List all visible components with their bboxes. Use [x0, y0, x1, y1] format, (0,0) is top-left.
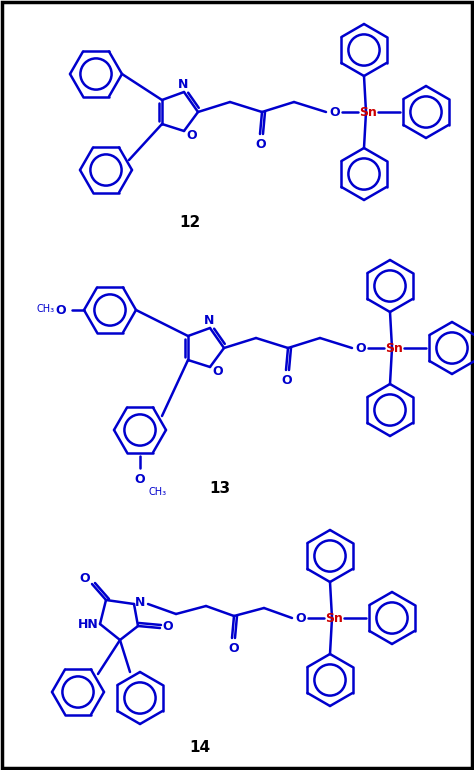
Text: O: O: [80, 571, 91, 584]
Text: O: O: [187, 129, 197, 142]
Text: CH₃: CH₃: [149, 487, 167, 497]
Text: Sn: Sn: [325, 611, 343, 624]
Text: O: O: [213, 364, 223, 377]
Text: Sn: Sn: [359, 105, 377, 119]
Text: N: N: [135, 597, 145, 610]
Text: N: N: [204, 313, 214, 326]
Text: 13: 13: [210, 480, 230, 496]
Text: 14: 14: [190, 741, 210, 755]
Text: HN: HN: [78, 618, 99, 631]
Text: O: O: [163, 621, 173, 634]
Text: O: O: [255, 138, 266, 150]
Text: O: O: [296, 611, 306, 624]
Text: O: O: [55, 303, 66, 316]
Text: O: O: [282, 373, 292, 387]
Text: O: O: [228, 641, 239, 654]
Text: N: N: [178, 78, 188, 91]
Text: O: O: [356, 342, 366, 354]
Text: O: O: [330, 105, 340, 119]
Text: Sn: Sn: [385, 342, 403, 354]
Text: O: O: [135, 473, 146, 486]
Text: CH₃: CH₃: [37, 304, 55, 314]
Text: 12: 12: [179, 215, 201, 229]
